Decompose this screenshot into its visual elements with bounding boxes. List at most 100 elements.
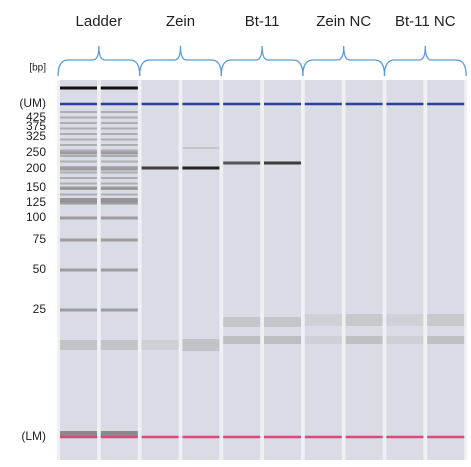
band (101, 194, 138, 196)
band (60, 150, 97, 152)
bracket (303, 46, 385, 76)
band (346, 336, 383, 344)
band (223, 436, 260, 439)
band (223, 103, 260, 106)
lane (182, 80, 219, 460)
band (60, 128, 97, 130)
band (264, 436, 301, 439)
lane (427, 80, 464, 460)
band (60, 217, 97, 220)
band (427, 103, 464, 106)
lane (346, 80, 383, 460)
band (305, 314, 342, 326)
band (305, 336, 342, 344)
band (60, 177, 97, 179)
band (101, 152, 138, 155)
band (182, 167, 219, 170)
gel-image: [bp] (UM)425375325250200150125100755025(… (0, 0, 471, 462)
band (101, 340, 138, 350)
band (101, 117, 138, 119)
band (142, 340, 179, 350)
band (60, 198, 97, 202)
size-label: 150 (26, 180, 46, 194)
unit-label: [bp] (29, 63, 46, 74)
band (60, 187, 97, 190)
band (305, 436, 342, 439)
size-label: 200 (26, 161, 46, 175)
band (101, 436, 138, 439)
size-label: 125 (26, 195, 46, 209)
size-label: 50 (33, 262, 47, 276)
band (60, 87, 97, 90)
band (101, 150, 138, 152)
band (427, 314, 464, 326)
band (60, 172, 97, 174)
band (223, 336, 260, 344)
band (60, 239, 97, 242)
band (101, 172, 138, 174)
band (142, 167, 179, 170)
band (101, 161, 138, 163)
band (60, 436, 97, 439)
size-label: 75 (33, 232, 47, 246)
band (346, 103, 383, 106)
band (101, 133, 138, 135)
band (101, 139, 138, 141)
band (101, 144, 138, 146)
bracket (221, 46, 303, 76)
band (60, 152, 97, 155)
bracket (384, 46, 466, 76)
band (101, 309, 138, 312)
band (427, 436, 464, 439)
band (101, 155, 138, 157)
band (60, 194, 97, 196)
band (101, 168, 138, 171)
band (60, 340, 97, 350)
band (60, 111, 97, 113)
band (346, 314, 383, 326)
band (101, 217, 138, 220)
lane (305, 80, 342, 460)
group-label: Zein (166, 13, 195, 30)
band (101, 103, 138, 106)
band (101, 198, 138, 202)
band (101, 187, 138, 190)
band (60, 183, 97, 185)
group-label: Zein NC (316, 13, 371, 30)
band (264, 162, 301, 165)
band (427, 336, 464, 344)
lane (142, 80, 179, 460)
band (182, 339, 219, 351)
band (386, 436, 423, 439)
size-label: 325 (26, 129, 46, 143)
band (101, 128, 138, 130)
lane (264, 80, 301, 460)
band (60, 144, 97, 146)
band (264, 336, 301, 344)
band (60, 139, 97, 141)
band (101, 111, 138, 113)
band (60, 103, 97, 106)
band (60, 117, 97, 119)
band (264, 317, 301, 327)
size-label: (UM) (19, 96, 46, 110)
band (60, 133, 97, 135)
band (101, 239, 138, 242)
size-label: 25 (33, 302, 47, 316)
lane (386, 80, 423, 460)
group-label: Bt-11 NC (395, 13, 456, 30)
size-label: 250 (26, 145, 46, 159)
band (101, 183, 138, 185)
band (101, 269, 138, 272)
band (182, 147, 219, 149)
size-label: 100 (26, 210, 46, 224)
band (60, 269, 97, 272)
band (60, 168, 97, 171)
bracket (140, 46, 222, 76)
bracket (58, 46, 140, 76)
band (142, 103, 179, 106)
band (264, 103, 301, 106)
band (386, 103, 423, 106)
group-label: Bt-11 (245, 13, 280, 30)
band (142, 436, 179, 439)
